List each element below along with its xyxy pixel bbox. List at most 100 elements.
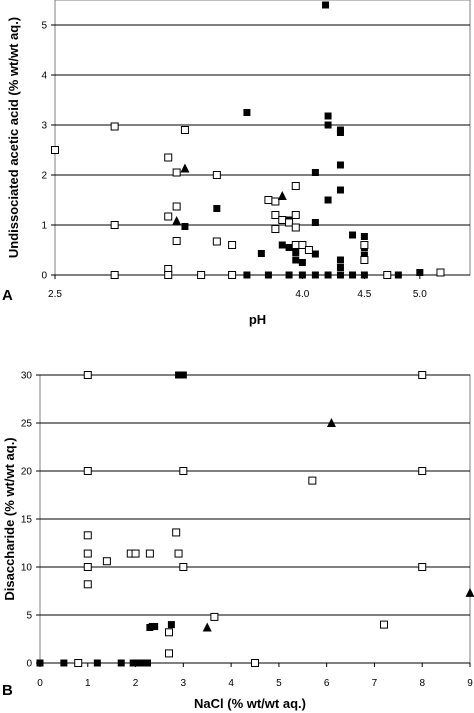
data-point-filled-square xyxy=(136,659,144,667)
y-axis-label: Undissociated acetic acid (% wt/wt aq.) xyxy=(6,17,21,258)
data-point-open-square xyxy=(83,531,92,540)
data-point-filled-square xyxy=(93,659,101,667)
data-point-open-square xyxy=(110,221,119,229)
data-point-filled-square xyxy=(36,659,44,667)
data-point-open-square xyxy=(172,168,181,177)
data-point-open-square xyxy=(83,371,92,379)
data-point-triangle xyxy=(172,216,182,225)
y-tick-label: 3 xyxy=(41,121,47,132)
data-point-open-square xyxy=(271,225,280,233)
data-point-open-square xyxy=(164,153,173,162)
data-point-filled-square xyxy=(243,271,251,279)
x-tick-label: 9 xyxy=(467,678,473,689)
data-point-open-square xyxy=(271,197,280,206)
data-point-open-square xyxy=(172,528,181,537)
y-tick-label: 15 xyxy=(21,515,33,526)
data-point-triangle xyxy=(326,418,336,427)
data-point-open-square xyxy=(131,549,140,558)
data-point-open-square xyxy=(83,549,92,558)
y-tick-label: 1 xyxy=(41,221,47,232)
data-point-filled-square xyxy=(129,659,137,667)
data-point-filled-square xyxy=(181,223,189,230)
data-point-open-square xyxy=(197,271,206,279)
data-point-open-square xyxy=(172,237,181,245)
data-point-filled-square xyxy=(285,244,293,251)
data-point-filled-square xyxy=(285,271,293,279)
data-point-filled-square xyxy=(144,659,151,667)
x-tick-label: 6 xyxy=(324,678,330,689)
data-point-open-square xyxy=(164,271,173,279)
x-tick-label: 8 xyxy=(419,678,425,689)
x-tick-label: 1 xyxy=(85,678,91,689)
data-point-open-square xyxy=(291,211,300,219)
x-tick-label: 4.0 xyxy=(295,289,309,300)
data-point-filled-square xyxy=(175,371,183,379)
data-point-filled-square xyxy=(257,250,265,257)
data-point-triangle xyxy=(277,191,287,200)
data-point-filled-square xyxy=(298,271,306,279)
data-point-filled-square xyxy=(292,249,300,256)
data-point-filled-square xyxy=(60,659,68,667)
data-point-open-square xyxy=(271,211,280,219)
data-point-open-square xyxy=(436,268,445,277)
data-point-open-square xyxy=(228,241,237,249)
panel-a: 0 1 2 3 4 5 2.5 4.0 4.5 5.0 pH Undissociated acetic… xyxy=(2,0,471,327)
data-point-open-square xyxy=(179,467,188,475)
y-axis-label: Disaccharide (% wt/wt aq.) xyxy=(2,437,17,600)
data-point-filled-square xyxy=(360,233,368,240)
panel-b: 0 5 10 15 20 25 30 0 1 2 3 4 5 6 7 8 9 NaCl (% wt/wt aq.)… xyxy=(2,371,474,711)
panel-label: A xyxy=(2,287,13,304)
y-tick-label: 30 xyxy=(21,371,33,382)
data-point-open-square xyxy=(165,649,173,658)
data-point-open-square xyxy=(360,241,369,249)
data-point-filled-square xyxy=(311,250,319,258)
data-point-open-square xyxy=(418,563,427,571)
y-tick-label: 5 xyxy=(41,21,47,32)
data-point-filled-square xyxy=(336,161,344,169)
x-tick-label: 5 xyxy=(276,678,282,689)
data-point-open-square xyxy=(278,216,287,224)
data-point-open-square xyxy=(110,122,119,131)
data-point-open-square xyxy=(110,271,119,279)
data-point-filled-square xyxy=(336,129,344,136)
data-point-filled-square xyxy=(167,621,175,629)
x-tick-label: 2 xyxy=(133,678,139,689)
x-tick-label: 0 xyxy=(37,678,43,689)
data-point-open-square xyxy=(285,218,294,227)
data-point-triangle xyxy=(202,622,212,632)
data-point-open-square xyxy=(304,246,313,254)
data-point-open-square xyxy=(212,237,221,246)
y-tick-label: 20 xyxy=(21,467,33,478)
data-point-filled-square xyxy=(336,186,344,194)
data-point-filled-square xyxy=(311,271,319,279)
data-point-filled-square xyxy=(324,196,332,204)
data-point-filled-square xyxy=(243,109,251,116)
data-point-open-square xyxy=(291,182,300,190)
y-tick-label: 2 xyxy=(41,171,47,182)
data-point-filled-square xyxy=(322,1,330,9)
data-point-filled-square xyxy=(278,241,286,249)
y-tick-label: 5 xyxy=(26,611,32,622)
data-point-filled-square xyxy=(336,264,344,271)
data-point-filled-square xyxy=(360,251,368,259)
data-point-filled-square xyxy=(264,271,272,279)
data-point-filled-square xyxy=(349,271,357,279)
data-point-open-square xyxy=(174,549,183,558)
data-point-open-square xyxy=(418,371,427,379)
data-point-filled-square xyxy=(336,271,344,279)
data-point-open-square xyxy=(83,563,92,571)
data-point-open-square xyxy=(264,196,273,204)
data-point-filled-square xyxy=(117,659,125,667)
data-point-filled-square xyxy=(394,271,402,279)
x-axis-label: NaCl (% wt/wt aq.) xyxy=(194,696,306,711)
data-point-filled-square xyxy=(324,271,332,279)
data-point-open-square xyxy=(145,549,154,558)
data-point-filled-square xyxy=(324,112,332,120)
x-tick-label: 7 xyxy=(372,678,378,689)
data-point-open-square xyxy=(251,659,259,667)
y-tick-label: 4 xyxy=(41,71,47,82)
data-point-open-square xyxy=(291,241,300,249)
data-point-filled-square xyxy=(213,205,221,212)
data-point-filled-square xyxy=(416,269,424,276)
